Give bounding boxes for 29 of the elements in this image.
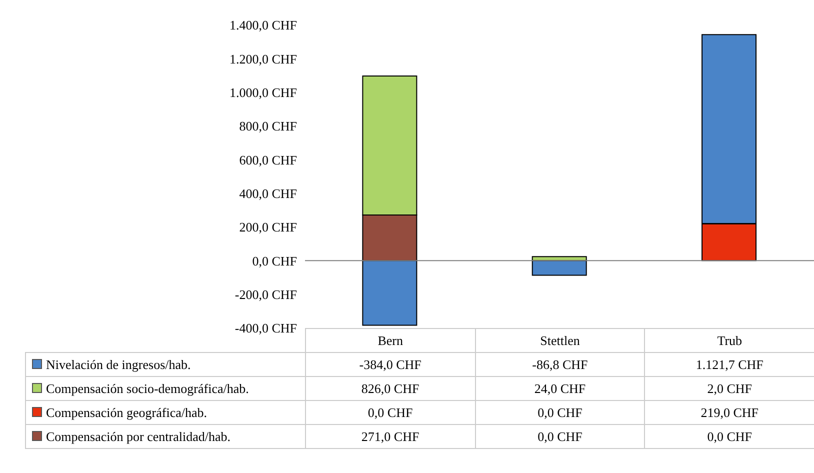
data-label: 0,0 CHF <box>475 424 645 448</box>
x-tick-label: Trub <box>644 328 814 352</box>
data-label: 24,0 CHF <box>475 376 645 400</box>
data-label: 0,0 CHF <box>306 400 476 424</box>
data-label: 2,0 CHF <box>644 376 814 400</box>
data-label: 826,0 CHF <box>306 376 476 400</box>
data-label: 0,0 CHF <box>475 400 645 424</box>
data-label: 0,0 CHF <box>644 424 814 448</box>
data-label: 271,0 CHF <box>306 424 476 448</box>
data-label: 219,0 CHF <box>644 400 814 424</box>
y-tick-label: 1.000,0 CHF <box>229 84 297 100</box>
y-tick-label: 800,0 CHF <box>239 118 297 134</box>
data-label: -384,0 CHF <box>306 352 476 376</box>
y-tick-label: -400,0 CHF <box>234 320 297 336</box>
legend-label: Compensación geográfica/hab. <box>26 400 306 424</box>
data-label: -86,8 CHF <box>475 352 645 376</box>
y-tick-label: 1.400,0 CHF <box>229 18 297 33</box>
y-tick-label: 400,0 CHF <box>239 186 297 201</box>
y-tick-label: 1.200,0 CHF <box>229 51 297 66</box>
y-tick-label: 0,0 CHF <box>252 253 297 268</box>
x-tick-label: Bern <box>306 328 476 352</box>
y-tick-label: 600,0 CHF <box>239 152 297 168</box>
y-tick-label: -200,0 CHF <box>234 286 297 302</box>
data-label: 1.121,7 CHF <box>644 352 814 376</box>
x-tick-label: Stettlen <box>475 328 645 352</box>
y-tick-label: 200,0 CHF <box>239 220 297 235</box>
legend-label: Nivelación de ingresos/hab. <box>26 352 306 376</box>
legend-label: Compensación por centralidad/hab. <box>26 424 306 448</box>
legend-label: Compensación socio-demográfica/hab. <box>26 376 306 400</box>
